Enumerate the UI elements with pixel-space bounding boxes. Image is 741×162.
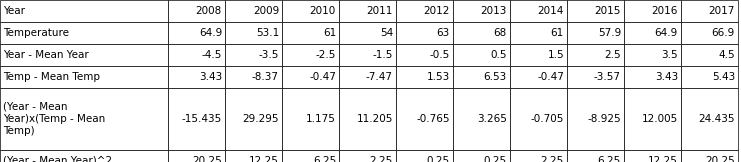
Text: 66.9: 66.9 — [712, 28, 735, 38]
Text: 2016: 2016 — [651, 6, 678, 16]
Text: -0.705: -0.705 — [531, 114, 564, 124]
Text: 11.205: 11.205 — [356, 114, 393, 124]
Text: 64.9: 64.9 — [199, 28, 222, 38]
Text: 20.25: 20.25 — [705, 156, 735, 162]
Text: -0.5: -0.5 — [430, 50, 450, 60]
Text: 2014: 2014 — [538, 6, 564, 16]
Text: (Year - Mean
Year)x(Temp - Mean
Temp): (Year - Mean Year)x(Temp - Mean Temp) — [3, 102, 105, 136]
Text: 6.25: 6.25 — [598, 156, 621, 162]
Text: 12.005: 12.005 — [642, 114, 678, 124]
Text: 3.43: 3.43 — [655, 72, 678, 82]
Text: 2015: 2015 — [594, 6, 621, 16]
Text: 57.9: 57.9 — [598, 28, 621, 38]
Text: (Year - Mean Year)^2: (Year - Mean Year)^2 — [3, 156, 112, 162]
Text: -3.57: -3.57 — [594, 72, 621, 82]
Text: 63: 63 — [436, 28, 450, 38]
Text: -8.37: -8.37 — [252, 72, 279, 82]
Text: -15.435: -15.435 — [182, 114, 222, 124]
Text: -0.47: -0.47 — [309, 72, 336, 82]
Text: -7.47: -7.47 — [366, 72, 393, 82]
Text: 1.175: 1.175 — [306, 114, 336, 124]
Text: 61: 61 — [323, 28, 336, 38]
Text: 64.9: 64.9 — [655, 28, 678, 38]
Text: -3.5: -3.5 — [259, 50, 279, 60]
Text: 2017: 2017 — [708, 6, 735, 16]
Text: 54: 54 — [379, 28, 393, 38]
Text: 2008: 2008 — [196, 6, 222, 16]
Text: 0.25: 0.25 — [484, 156, 507, 162]
Text: 3.265: 3.265 — [477, 114, 507, 124]
Text: 6.53: 6.53 — [484, 72, 507, 82]
Text: 3.43: 3.43 — [199, 72, 222, 82]
Text: 29.295: 29.295 — [242, 114, 279, 124]
Text: -2.5: -2.5 — [316, 50, 336, 60]
Text: -0.765: -0.765 — [416, 114, 450, 124]
Text: 68: 68 — [494, 28, 507, 38]
Text: Temp - Mean Temp: Temp - Mean Temp — [3, 72, 100, 82]
Text: -8.925: -8.925 — [588, 114, 621, 124]
Text: 3.5: 3.5 — [662, 50, 678, 60]
Text: 1.53: 1.53 — [427, 72, 450, 82]
Text: 20.25: 20.25 — [192, 156, 222, 162]
Text: 24.435: 24.435 — [699, 114, 735, 124]
Text: 12.25: 12.25 — [648, 156, 678, 162]
Text: 12.25: 12.25 — [249, 156, 279, 162]
Text: Temperature: Temperature — [3, 28, 69, 38]
Text: Year: Year — [3, 6, 25, 16]
Text: 0.5: 0.5 — [491, 50, 507, 60]
Text: 2013: 2013 — [481, 6, 507, 16]
Text: 53.1: 53.1 — [256, 28, 279, 38]
Text: -4.5: -4.5 — [202, 50, 222, 60]
Text: Year - Mean Year: Year - Mean Year — [3, 50, 89, 60]
Text: -0.47: -0.47 — [537, 72, 564, 82]
Text: -1.5: -1.5 — [373, 50, 393, 60]
Text: 2.5: 2.5 — [605, 50, 621, 60]
Text: 4.5: 4.5 — [718, 50, 735, 60]
Text: 2009: 2009 — [253, 6, 279, 16]
Text: 5.43: 5.43 — [712, 72, 735, 82]
Text: 2011: 2011 — [367, 6, 393, 16]
Text: 61: 61 — [551, 28, 564, 38]
Text: 1.5: 1.5 — [548, 50, 564, 60]
Text: 2010: 2010 — [310, 6, 336, 16]
Text: 2012: 2012 — [424, 6, 450, 16]
Text: 2.25: 2.25 — [541, 156, 564, 162]
Text: 2.25: 2.25 — [370, 156, 393, 162]
Text: 6.25: 6.25 — [313, 156, 336, 162]
Text: 0.25: 0.25 — [427, 156, 450, 162]
